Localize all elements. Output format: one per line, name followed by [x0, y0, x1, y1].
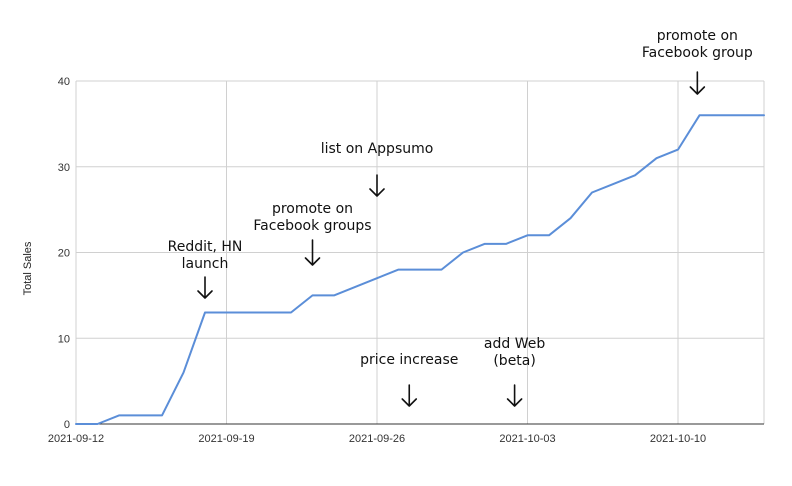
down-arrow-icon [304, 239, 321, 266]
x-tick-label: 2021-10-10 [650, 433, 706, 445]
series-line [75, 114, 765, 425]
y-tick-label: 40 [58, 76, 70, 88]
x-tick-label: 2021-09-19 [198, 433, 254, 445]
annotation: add Web(beta) [484, 336, 545, 407]
gridlines [75, 80, 765, 424]
annotation-text: Facebook group [642, 45, 753, 61]
down-arrow-icon [506, 384, 523, 407]
y-tick-label: 20 [58, 248, 70, 260]
down-arrow-icon [369, 174, 385, 197]
annotation-text: add Web [484, 336, 545, 352]
annotation-text: launch [182, 256, 229, 272]
y-tick-label: 0 [64, 419, 70, 431]
annotation: price increase [360, 352, 458, 407]
down-arrow-icon [689, 71, 706, 95]
annotation-text: promote on [272, 201, 353, 217]
annotation-text: Reddit, HN [168, 239, 243, 255]
down-arrow-icon [197, 276, 213, 299]
series-layer [75, 114, 765, 425]
annotation-text: promote on [657, 28, 738, 44]
y-axis-title: Total Sales [22, 241, 34, 295]
x-tick-label: 2021-10-03 [499, 433, 555, 445]
annotation-text: list on Appsumo [321, 141, 434, 157]
down-arrow-icon [401, 384, 418, 407]
x-tick-label: 2021-09-26 [349, 433, 405, 445]
annotation: list on Appsumo [321, 141, 434, 197]
x-tick-label: 2021-09-12 [48, 433, 104, 445]
y-tick-label: 10 [58, 333, 70, 345]
annotation-text: Facebook groups [253, 218, 371, 234]
y-tick-label: 30 [58, 162, 70, 174]
axes: 0 10 20 30 40 2021-09-12 2021-09-19 2021-09-26 2… [48, 76, 764, 445]
annotation-text: price increase [360, 352, 458, 368]
annotation-text: (beta) [493, 353, 536, 369]
